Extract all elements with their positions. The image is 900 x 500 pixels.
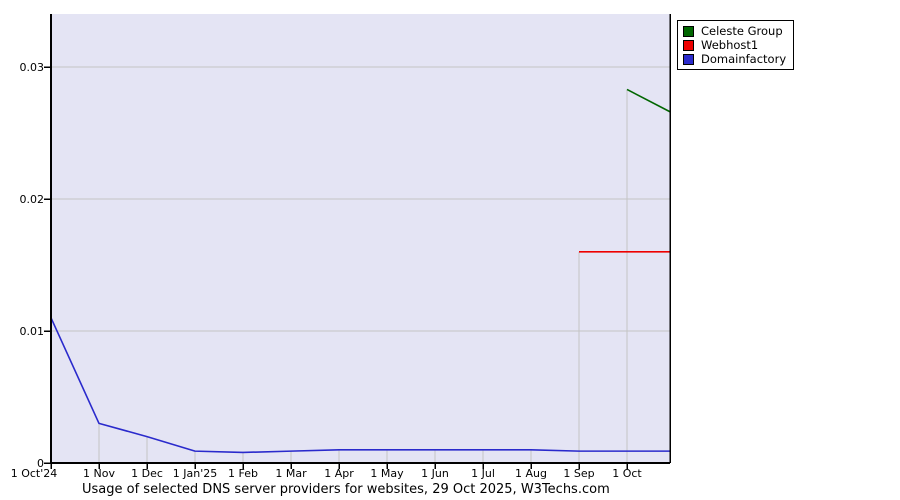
y-axis-tick-label: 0.03	[19, 61, 45, 74]
legend-label: Celeste Group	[701, 24, 783, 38]
legend-color-swatch	[683, 25, 694, 37]
axis	[50, 14, 671, 464]
x-axis-tick-label: 1 Jun	[421, 467, 449, 480]
legend-item: Webhost1	[683, 38, 786, 52]
legend-label: Domainfactory	[701, 52, 787, 66]
x-axis-tick-label: 1 Jan'25	[172, 467, 218, 480]
x-axis-tick-label: 1 Sep	[563, 467, 595, 480]
series-line-domainfactory	[50, 317, 671, 454]
x-axis-tick-label: 1 Oct	[612, 467, 642, 480]
y-axis-tick-label: 0.01	[19, 325, 45, 338]
x-axis-tick-label: 1 Dec	[131, 467, 163, 480]
legend: Celeste Group Webhost1 Domainfactory	[677, 20, 795, 70]
x-axis-tick-label: 1 Oct'24	[10, 467, 58, 480]
x-axis-tick-label: 1 Aug	[515, 467, 547, 480]
legend-item: Celeste Group	[683, 24, 786, 38]
x-axis-tick-label: 1 Feb	[228, 467, 258, 480]
gridlines	[51, 66, 670, 463]
x-axis-tick-label: 1 Apr	[324, 467, 354, 480]
plot-background	[51, 14, 670, 463]
legend-label: Webhost1	[701, 38, 759, 52]
x-axis-tick-label: 1 Jul	[471, 467, 495, 480]
tick-marks	[44, 66, 628, 469]
x-axis-tick-label: 1 May	[370, 467, 404, 480]
legend-item: Domainfactory	[683, 52, 786, 66]
chart-title: Usage of selected DNS server providers f…	[82, 482, 610, 497]
y-axis-tick-label: 0	[37, 457, 44, 470]
series-line-celeste-group	[626, 88, 671, 113]
x-axis-tick-label: 1 Nov	[83, 467, 115, 480]
x-axis-tick-label: 1 Mar	[275, 467, 307, 480]
y-axis-tick-label: 0.02	[19, 193, 45, 206]
legend-color-swatch	[683, 39, 694, 51]
legend-color-swatch	[683, 53, 694, 65]
